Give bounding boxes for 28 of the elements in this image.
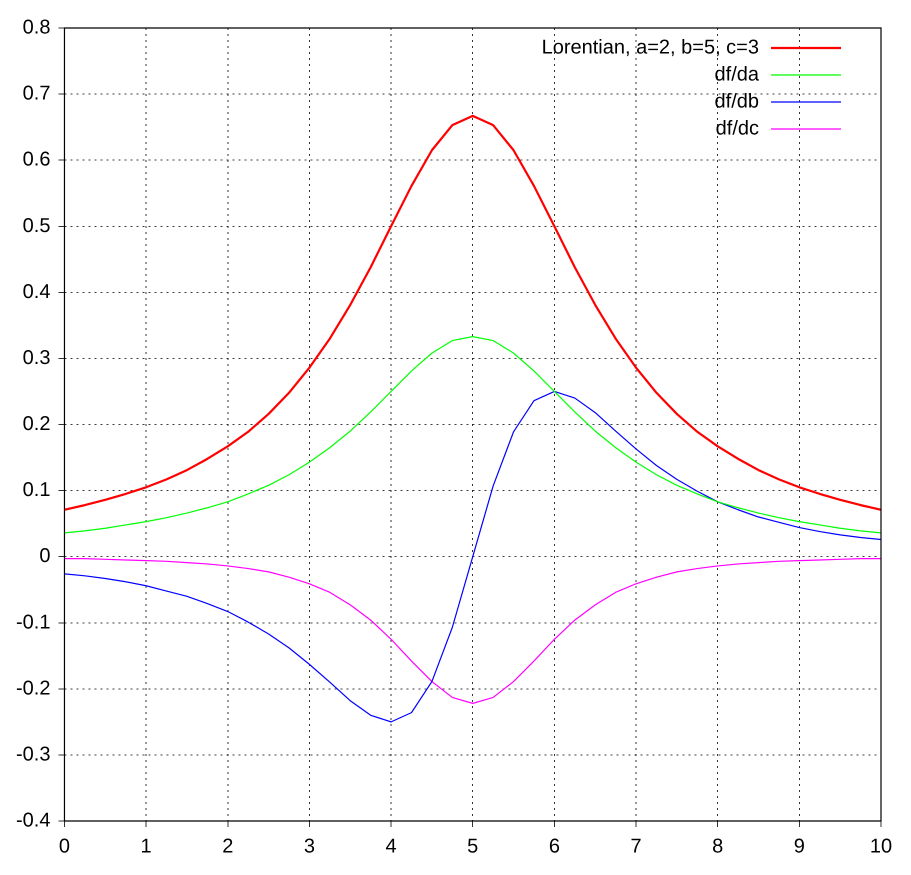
y-tick-label: 0.6 xyxy=(22,148,50,171)
x-tick-label: 4 xyxy=(386,836,397,858)
x-tick-label: 10 xyxy=(870,836,892,858)
y-tick-label: -0.3 xyxy=(16,743,50,766)
x-tick-label: 1 xyxy=(140,836,152,858)
x-tick-label: 6 xyxy=(548,836,560,858)
x-tick-label: 7 xyxy=(630,836,642,858)
x-tick-label: 3 xyxy=(304,836,315,858)
y-tick-label: -0.1 xyxy=(16,611,50,634)
x-tick-label: 9 xyxy=(794,836,805,858)
y-tick-label: -0.4 xyxy=(16,810,50,832)
y-tick-label: -0.2 xyxy=(16,677,50,700)
y-tick-label: 0.7 xyxy=(22,82,50,105)
legend-label: df/db xyxy=(714,90,759,113)
y-tick-label: 0.3 xyxy=(22,346,50,369)
x-tick-label: 0 xyxy=(58,836,70,858)
x-tick-label: 8 xyxy=(712,836,724,858)
y-tick-label: 0.4 xyxy=(22,280,50,303)
x-tick-label: 2 xyxy=(222,836,234,858)
y-tick-label: 0.8 xyxy=(22,16,50,39)
y-tick-label: 0.5 xyxy=(22,214,50,237)
x-tick-label: 5 xyxy=(467,836,478,858)
y-tick-label: 0 xyxy=(39,545,50,568)
legend-label: df/dc xyxy=(716,118,759,140)
y-tick-label: 0.2 xyxy=(22,413,50,436)
legend-label: Lorentian, a=2, b=5, c=3 xyxy=(542,36,759,59)
legend-label: df/da xyxy=(714,64,760,86)
y-tick-label: 0.1 xyxy=(22,479,50,502)
